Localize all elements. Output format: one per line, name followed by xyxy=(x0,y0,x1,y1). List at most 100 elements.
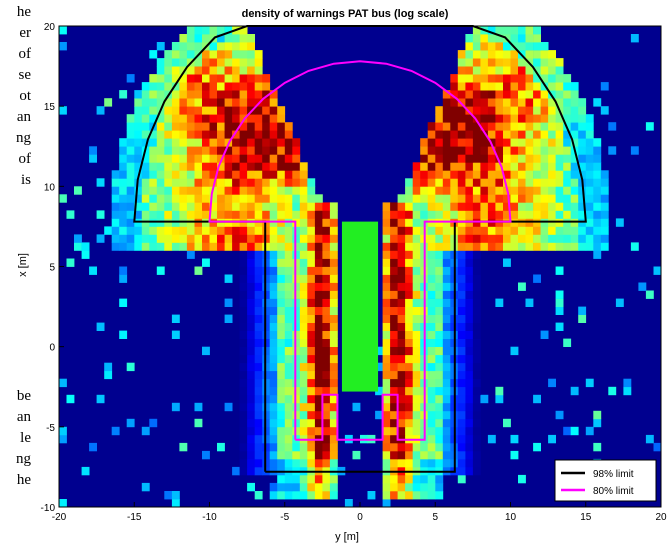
heatmap-cell xyxy=(555,154,564,163)
heatmap-cell xyxy=(307,338,316,347)
heatmap-cell xyxy=(322,306,331,315)
heatmap-cell xyxy=(540,130,549,139)
heatmap-cell xyxy=(134,146,143,155)
heatmap-cell xyxy=(217,234,225,243)
heatmap-cell xyxy=(540,242,549,251)
heatmap-cell xyxy=(465,34,474,43)
heatmap-cell xyxy=(322,314,331,323)
heatmap-cell xyxy=(254,130,263,139)
heatmap-cell xyxy=(578,202,587,211)
heatmap-cell xyxy=(179,90,188,99)
heatmap-cell xyxy=(284,234,293,243)
heatmap-cell xyxy=(269,154,278,163)
heatmap-cell xyxy=(217,194,225,203)
heatmap-cell xyxy=(450,162,459,171)
heatmap-cell xyxy=(472,106,481,115)
heatmap-cell xyxy=(405,386,413,396)
heatmap-cell xyxy=(555,98,564,107)
heatmap-cell xyxy=(217,130,225,139)
heatmap-cell xyxy=(141,162,150,171)
heatmap-cell xyxy=(239,242,248,251)
heatmap-cell xyxy=(322,258,331,267)
heatmap-cell xyxy=(307,266,316,275)
heatmap-cell xyxy=(412,442,421,452)
heatmap-cell xyxy=(254,394,263,404)
heatmap-cell xyxy=(465,370,474,380)
heatmap-cell xyxy=(608,122,617,131)
heatmap-cell xyxy=(239,66,248,75)
heatmap-cell xyxy=(232,210,240,219)
heatmap-cell xyxy=(329,450,338,460)
heatmap-cell xyxy=(224,50,233,59)
heatmap-cell xyxy=(390,282,398,291)
heatmap-cell xyxy=(405,250,413,259)
heatmap-cell xyxy=(217,186,225,195)
heatmap-cell xyxy=(59,42,67,51)
heatmap-cell xyxy=(510,154,519,163)
heatmap-cell xyxy=(585,154,594,163)
heatmap-cell xyxy=(186,202,195,211)
heatmap-cell xyxy=(156,114,165,123)
heatmap-cell xyxy=(540,154,549,163)
heatmap-cell xyxy=(171,74,180,83)
heatmap-cell xyxy=(239,314,248,323)
heatmap-cell xyxy=(442,170,451,179)
heatmap-cell xyxy=(284,354,293,364)
heatmap-cell xyxy=(390,322,398,331)
heatmap-cell xyxy=(299,202,308,211)
heatmap-cell xyxy=(224,314,233,323)
heatmap-cell xyxy=(578,234,587,243)
text-fragment: be xyxy=(16,388,31,404)
heatmap-cell xyxy=(397,274,406,283)
heatmap-cell xyxy=(480,42,489,51)
heatmap-cell xyxy=(405,202,413,211)
heatmap-cell xyxy=(487,234,496,243)
heatmap-cell xyxy=(164,114,173,123)
heatmap-cell xyxy=(442,122,451,131)
heatmap-cell xyxy=(487,146,496,155)
heatmap-cell xyxy=(202,258,210,267)
heatmap-cell xyxy=(503,66,511,75)
heatmap-cell xyxy=(314,491,323,500)
heatmap-cell xyxy=(126,162,135,171)
heatmap-cell xyxy=(247,266,255,275)
heatmap-cell xyxy=(232,178,240,187)
heatmap-cell xyxy=(194,42,203,51)
heatmap-cell xyxy=(555,122,564,131)
heatmap-cell xyxy=(277,234,286,243)
heatmap-cell xyxy=(314,218,323,227)
heatmap-cell xyxy=(269,138,278,147)
heatmap-cell xyxy=(247,314,255,323)
heatmap-cell xyxy=(412,450,421,460)
heatmap-cell xyxy=(405,290,413,299)
heatmap-cell xyxy=(495,202,504,211)
heatmap-cell xyxy=(585,226,594,235)
heatmap-cell xyxy=(209,130,218,139)
heatmap-cell xyxy=(202,74,210,83)
heatmap-cell xyxy=(269,258,278,267)
heatmap-cell xyxy=(578,306,587,315)
heatmap-cell xyxy=(510,234,519,243)
heatmap-cell xyxy=(224,98,233,107)
heatmap-cell xyxy=(239,394,248,404)
heatmap-cell xyxy=(563,226,572,235)
heatmap-cell xyxy=(269,362,278,372)
heatmap-cell xyxy=(149,82,158,91)
heatmap-cell xyxy=(600,194,609,203)
heatmap-cell xyxy=(570,122,579,131)
heatmap-cell xyxy=(269,98,278,107)
heatmap-cell xyxy=(472,210,481,219)
heatmap-cell xyxy=(329,402,338,412)
heatmap-cell xyxy=(563,106,572,115)
heatmap-cell xyxy=(179,234,188,243)
heatmap-cell xyxy=(503,210,511,219)
heatmap-cell xyxy=(472,58,481,67)
heatmap-cell xyxy=(254,442,263,452)
heatmap-cell xyxy=(269,458,278,468)
heatmap-cell xyxy=(269,338,278,347)
heatmap-cell xyxy=(578,186,587,195)
heatmap-cell xyxy=(314,386,323,396)
heatmap-cell xyxy=(570,210,579,219)
heatmap-cell xyxy=(247,402,255,412)
heatmap-cell xyxy=(322,330,331,339)
